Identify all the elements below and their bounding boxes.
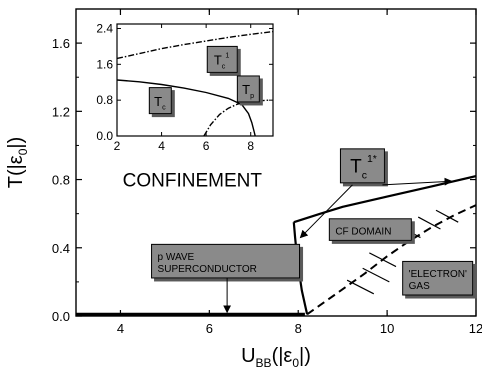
- x-axis-title-main: U: [241, 345, 255, 367]
- y-tick-label: 0.0: [52, 309, 70, 324]
- annotation-box-1-text: p WAVE: [158, 252, 195, 263]
- inset-label-box-1-bg: [206, 45, 238, 73]
- annotation-arrow: [299, 184, 353, 239]
- annotation-box-1-text: SUPERCONDUCTOR: [158, 264, 257, 275]
- inset-y-tick-label: 2.4: [96, 21, 113, 35]
- annotation-box-2-bg: [328, 218, 412, 241]
- x-axis-title-rest: (|ε: [272, 345, 293, 367]
- annotation-tc1star-box-sub: c: [362, 170, 367, 181]
- inset-label-box-3-bg: [236, 75, 260, 103]
- x-tick-label: 6: [206, 321, 213, 336]
- hatch-mark: [435, 209, 459, 223]
- annotation-box-1-bg: [151, 243, 301, 279]
- annotation-box-3-text: GAS: [409, 281, 430, 292]
- annotation-box-3-bg: [402, 260, 474, 296]
- inset-label-box-2-main: T: [154, 94, 162, 109]
- annotation-box-3-text: 'ELECTRON': [409, 269, 467, 280]
- annotation-tc1star-box-bg: [339, 148, 385, 184]
- x-axis-title: UBB(|ε0|): [241, 345, 311, 369]
- x-axis-title-end: |): [299, 345, 311, 367]
- inset-label-box-2-sub: c: [162, 104, 166, 112]
- annotation-tc1star-box: Tc1*: [339, 148, 385, 184]
- hatch-mark: [369, 252, 397, 268]
- annotation-tc1star-box-main: T: [350, 157, 362, 178]
- annotation-tc1star-box-text: Tc1*: [350, 154, 377, 181]
- annotation-arrow: [382, 177, 453, 186]
- hatch-mark: [346, 279, 375, 295]
- inset-series-tc: [117, 79, 256, 136]
- inset-label-box-3: Tp: [236, 75, 260, 103]
- inset-label-box-3-main: T: [242, 82, 250, 97]
- inset-label-box-2: Tc: [148, 87, 172, 115]
- hatch-mark: [362, 267, 390, 283]
- inset-x-tick-label: 8: [247, 139, 254, 153]
- inset-label-box-1-main: T: [214, 53, 222, 68]
- inset-label-box-3-sub: p: [250, 92, 254, 100]
- inset-x-tick-label: 6: [203, 139, 210, 153]
- inset-label-box-1-text: Tc 1: [214, 51, 230, 70]
- inset-label-box-1-sup: 1: [225, 51, 229, 59]
- inset-series-group: [117, 30, 273, 136]
- y-axis-title-sub: 0: [16, 148, 30, 155]
- inset-series-tp: [203, 99, 269, 136]
- x-axis-title-sub2: 0: [292, 356, 299, 369]
- inset-x-tick-label: 2: [114, 139, 121, 153]
- inset-label-box-2-text: Tc: [154, 94, 166, 112]
- inset-label-box-2-bg: [148, 87, 172, 115]
- y-tick-label: 0.4: [52, 241, 70, 256]
- inset-y-tick-label: 0.0: [96, 129, 113, 143]
- x-tick-label: 12: [469, 321, 482, 336]
- main-plot-frame: [75, 8, 477, 317]
- inset-y-tick-label: 1.6: [96, 57, 113, 71]
- hatch-mark: [417, 216, 441, 230]
- y-axis-title: T(|ε0|): [5, 137, 30, 189]
- inset-y-tick-label: 0.8: [96, 93, 113, 107]
- annotation-box-2: CF DOMAIN: [328, 218, 412, 241]
- y-tick-label: 1.2: [52, 104, 70, 119]
- annotation-box-3: 'ELECTRON'GAS: [402, 260, 474, 296]
- x-tick-label: 4: [117, 321, 124, 336]
- main-plot: 4 6 8 10 120.00.40.81.21.6UBB(|ε0|)T(|ε0|)CO…: [5, 8, 482, 369]
- y-axis-title-main: T(|ε: [5, 155, 27, 188]
- y-axis-title-end: |): [5, 137, 27, 149]
- main-series-group: [76, 175, 476, 316]
- y-tick-label: 0.8: [52, 173, 70, 188]
- y-tick-label: 1.6: [52, 36, 70, 51]
- x-axis-title-sub: BB: [256, 356, 272, 369]
- annotation-box-2-text: CF DOMAIN: [335, 226, 391, 237]
- inset-label-box-1-sub: c: [222, 63, 226, 71]
- inset-series-tc1: [117, 30, 273, 60]
- x-tick-label: 10: [380, 321, 394, 336]
- inset-x-tick-label: 4: [158, 139, 165, 153]
- x-tick-label: 8: [295, 321, 302, 336]
- inset-label-box-3-text: Tp: [242, 82, 254, 100]
- annotation-tc1star-box-sup: 1*: [367, 154, 377, 165]
- series-line-3: [293, 175, 476, 224]
- inset-label-box-1: Tc 1: [206, 45, 238, 73]
- region-label-confinement: CONFINEMENT: [123, 170, 263, 191]
